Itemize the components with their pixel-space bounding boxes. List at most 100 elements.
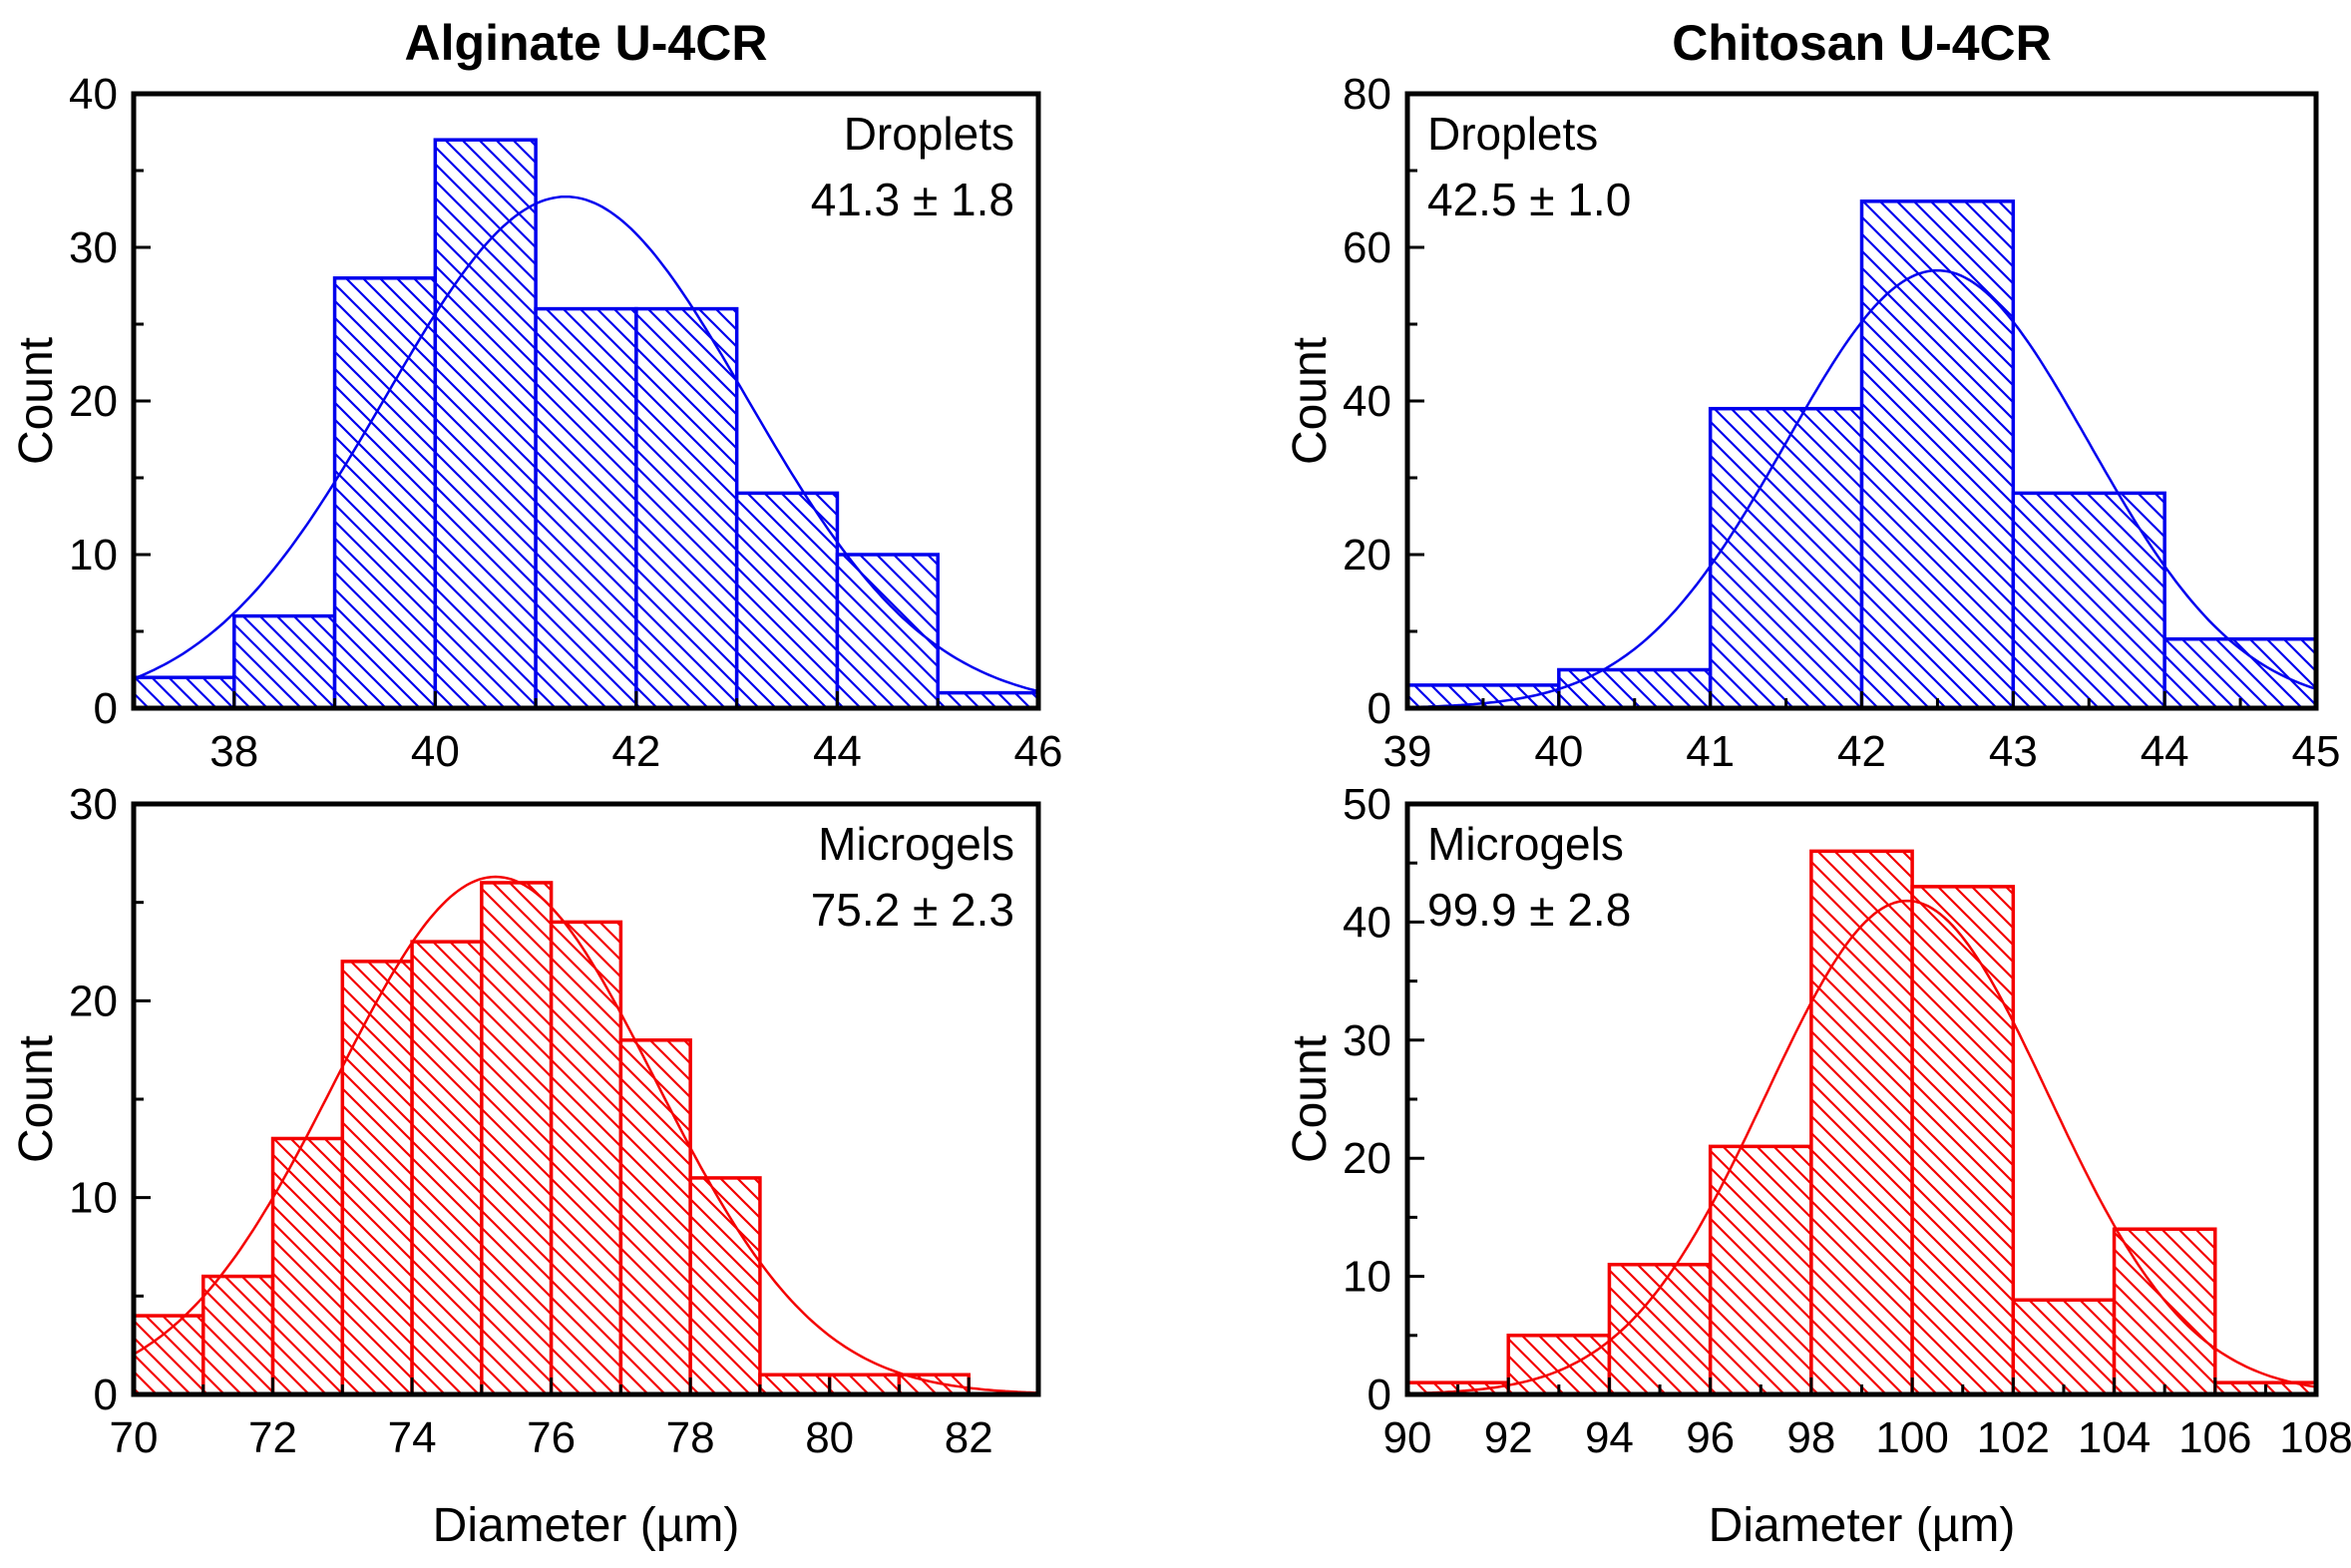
x-tick-label: 43	[1989, 727, 2038, 776]
annotation-series: Microgels	[1427, 818, 1624, 870]
y-axis-title: Count	[1284, 1035, 1337, 1163]
annotation-series: Microgels	[818, 818, 1014, 870]
histogram-bar-hatch	[132, 1314, 205, 1396]
x-tick-label: 40	[411, 727, 460, 776]
histogram-bar-hatch	[1708, 406, 1864, 710]
y-tick-label: 10	[69, 531, 118, 580]
y-tick-label: 20	[69, 977, 118, 1025]
histogram-bar-hatch	[549, 920, 623, 1396]
y-tick-label: 40	[1343, 377, 1391, 426]
x-tick-label: 90	[1383, 1413, 1432, 1462]
histogram-bar-hatch	[1809, 849, 1914, 1396]
x-tick-label: 70	[110, 1413, 159, 1462]
x-tick-label: 102	[1977, 1413, 2050, 1462]
x-tick-label: 100	[1875, 1413, 1948, 1462]
annotation-mean-sd: 42.5 ± 1.0	[1427, 174, 1631, 225]
gaussian-fit-curve	[1406, 899, 2317, 1395]
panel-title: Chitosan U-4CR	[1672, 15, 2052, 71]
y-tick-label: 40	[69, 70, 118, 119]
histogram-bar-hatch	[232, 613, 337, 710]
x-tick-label: 42	[1837, 727, 1886, 776]
x-tick-label: 76	[527, 1413, 576, 1462]
histogram-bar-hatch	[410, 940, 484, 1396]
histogram-bar-hatch	[270, 1136, 345, 1396]
y-axis-title: Count	[1284, 337, 1337, 465]
x-tick-label: 82	[945, 1413, 993, 1462]
y-tick-label: 40	[1343, 898, 1391, 947]
histogram-bar-hatch	[758, 1372, 832, 1396]
histogram-bar-hatch	[835, 553, 940, 710]
histogram-bar-hatch	[2112, 1227, 2217, 1396]
x-tick-label: 104	[2078, 1413, 2151, 1462]
x-tick-label: 38	[209, 727, 258, 776]
gaussian-fit-curve	[1406, 268, 2317, 709]
gaussian-fit-curve	[133, 875, 1039, 1394]
annotation-mean-sd: 99.9 ± 2.8	[1427, 884, 1631, 936]
y-axis-title: Count	[10, 1035, 63, 1163]
x-tick-label: 98	[1786, 1413, 1835, 1462]
histogram-bar-hatch	[2011, 1298, 2117, 1396]
histogram-bar-hatch	[480, 881, 554, 1396]
histogram-bar-hatch	[618, 1038, 692, 1396]
y-tick-label: 10	[1343, 1253, 1391, 1302]
panel-alginate-microgels: 70 72 74 76 78 80 82 0 10 20 30 Microgels 75.2 ± 2.3…	[10, 780, 1041, 1552]
annotation-series: Droplets	[1427, 108, 1598, 160]
histogram-bar-hatch	[634, 306, 739, 710]
histogram-bar-hatch	[201, 1274, 275, 1396]
panel-chitosan-microgels: 90 92 94 96 98 100 102 104 106 108 0 10 20 30 40 50 Micr…	[1284, 780, 2351, 1552]
y-tick-label: 60	[1343, 223, 1391, 272]
histogram-bar-hatch	[897, 1372, 971, 1396]
x-tick-label: 92	[1484, 1413, 1533, 1462]
x-axis-title: Diameter (µm)	[1709, 1499, 2016, 1552]
panel-chitosan-droplets: 39 40 41 42 43 44 45 0 20 40 60 80 Chitosan U-4CR Dro…	[1284, 15, 2340, 776]
histogram-bar-hatch	[1859, 199, 2016, 710]
histogram-bar-hatch	[332, 276, 438, 710]
y-tick-label: 80	[1343, 70, 1391, 119]
annotation-mean-sd: 41.3 ± 1.8	[811, 174, 1014, 225]
annotation-mean-sd: 75.2 ± 2.3	[811, 884, 1014, 936]
y-tick-label: 20	[1343, 1134, 1391, 1183]
y-tick-label: 0	[1368, 1371, 1391, 1419]
histogram-bar-hatch	[132, 675, 236, 710]
x-tick-label: 46	[1014, 727, 1063, 776]
histogram-bar-hatch	[2011, 491, 2166, 710]
y-tick-label: 30	[69, 223, 118, 272]
y-tick-label: 0	[94, 1371, 118, 1419]
y-tick-label: 50	[1343, 780, 1391, 829]
x-tick-label: 94	[1585, 1413, 1634, 1462]
x-tick-label: 80	[805, 1413, 854, 1462]
x-tick-label: 44	[813, 727, 862, 776]
histogram-bar-hatch	[534, 306, 638, 710]
y-axis-title: Count	[10, 337, 63, 465]
x-tick-label: 41	[1686, 727, 1735, 776]
x-tick-label: 45	[2292, 727, 2341, 776]
x-axis-title: Diameter (µm)	[433, 1499, 740, 1552]
y-tick-label: 0	[94, 684, 118, 733]
annotation-series: Droplets	[844, 108, 1014, 160]
histogram-bar-hatch	[734, 491, 840, 710]
x-tick-label: 108	[2279, 1413, 2351, 1462]
y-tick-label: 30	[69, 780, 118, 829]
histogram-bar-hatch	[340, 960, 414, 1396]
x-tick-label: 74	[388, 1413, 437, 1462]
y-tick-label: 20	[1343, 531, 1391, 580]
x-tick-label: 106	[2178, 1413, 2251, 1462]
y-tick-label: 10	[69, 1174, 118, 1223]
x-tick-label: 42	[611, 727, 660, 776]
y-tick-label: 0	[1368, 684, 1391, 733]
histogram-bar-hatch	[433, 138, 538, 710]
histogram-bar-hatch	[688, 1176, 762, 1396]
histogram-bar-hatch	[1607, 1263, 1713, 1396]
histogram-bar-hatch	[1910, 885, 2016, 1396]
x-tick-label: 78	[666, 1413, 715, 1462]
panel-alginate-droplets: 38 40 42 44 46 0 10 20 30 40 Alginate U-4CR Droplet…	[10, 15, 1062, 776]
x-tick-label: 72	[248, 1413, 297, 1462]
histogram-bar-hatch	[1708, 1144, 1813, 1396]
x-tick-label: 39	[1383, 727, 1432, 776]
x-tick-label: 44	[2141, 727, 2189, 776]
panel-title: Alginate U-4CR	[405, 15, 768, 71]
x-tick-label: 96	[1686, 1413, 1735, 1462]
histogram-bar-hatch	[827, 1372, 902, 1396]
